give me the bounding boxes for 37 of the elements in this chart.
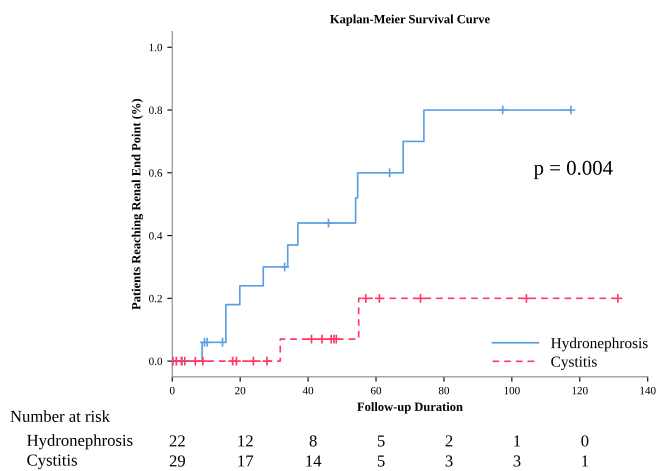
y-tick-label: 1.0 (150, 44, 162, 52)
x-tick-label: 60 (370, 386, 382, 394)
text: 1 (582, 455, 588, 466)
y-tick-label: 0.4 (149, 232, 162, 240)
text: 2 (446, 435, 452, 446)
y-tick-label: 0.2 (149, 294, 162, 302)
y-tick-label: 0.8 (149, 106, 162, 114)
text: 17 (238, 455, 254, 466)
x-tick-label: 40 (302, 386, 314, 394)
y-tick-label: 0.0 (149, 358, 162, 366)
text: 12 (238, 435, 253, 446)
text: 14 (306, 455, 322, 466)
legend-label: Hydronephrosis (551, 337, 648, 352)
text: 29 (170, 455, 185, 467)
legend-label: Cystitis (551, 356, 597, 370)
y-axis-title: Patients Reaching Renal End Point (%) (132, 98, 144, 310)
x-tick-label: 0 (170, 386, 175, 394)
y-tick-label: 0.6 (149, 169, 162, 177)
text: 3 (446, 455, 453, 467)
text: 0 (581, 435, 588, 447)
x-tick-label: 20 (235, 386, 246, 394)
text: 22 (170, 435, 185, 446)
x-axis-title: Follow-up Duration (357, 402, 463, 414)
x-tick-label: 80 (438, 386, 450, 394)
text: 8 (310, 435, 317, 447)
text: Hydronephrosis (27, 434, 132, 450)
x-tick-label: 100 (504, 386, 520, 394)
text: 3 (514, 455, 520, 467)
text: 5 (378, 456, 385, 467)
x-tick-label: 140 (640, 386, 656, 394)
annotation: p = 0.004 (534, 160, 613, 180)
text: 1 (514, 435, 520, 446)
x-tick-label: 120 (572, 386, 588, 394)
chart-title: Kaplan-Meier Survival Curve (330, 14, 490, 26)
text: Number at risk (10, 410, 110, 422)
text: Cystitis (27, 454, 77, 470)
text: 5 (378, 435, 385, 447)
